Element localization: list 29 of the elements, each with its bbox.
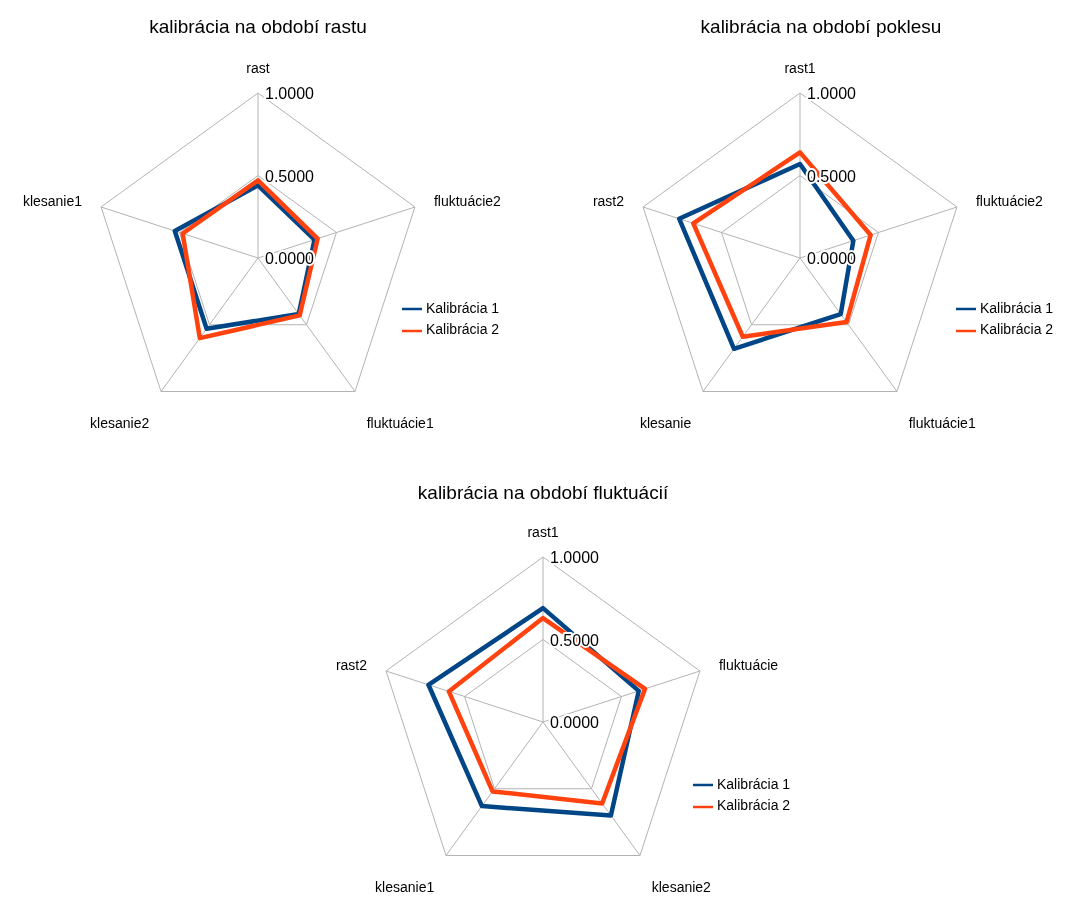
spoke-label: klesanie2 bbox=[90, 414, 150, 431]
spoke-label: fluktuácie bbox=[718, 656, 779, 673]
spoke-label: fluktuácie1 bbox=[908, 414, 976, 431]
spoke-label: klesanie1 bbox=[375, 878, 435, 895]
spoke-label: fluktuácie2 bbox=[433, 192, 502, 209]
spoke-label: rast2 bbox=[335, 656, 368, 673]
spoke-label: rast2 bbox=[592, 192, 625, 209]
legend-label: Kalibrácia 2 bbox=[717, 797, 791, 814]
spoke-label: rast1 bbox=[527, 524, 559, 540]
spoke-label: rast1 bbox=[784, 60, 816, 76]
chart-title: kalibrácia na období fluktuácií bbox=[417, 482, 669, 504]
y-tick-label: 1.0000 bbox=[265, 85, 315, 102]
y-tick-label: 0.5000 bbox=[265, 167, 315, 185]
legend-label: Kalibrácia 2 bbox=[980, 321, 1054, 338]
legend-label: Kalibrácia 1 bbox=[980, 300, 1054, 316]
spoke-label: klesanie1 bbox=[22, 192, 83, 209]
spoke-label: fluktuácie2 bbox=[975, 192, 1044, 209]
y-tick-label: 0.0000 bbox=[550, 714, 600, 731]
spoke-label: fluktuácie1 bbox=[366, 414, 434, 431]
legend-label: Kalibrácia 1 bbox=[717, 776, 791, 792]
spoke-label: klesanie bbox=[639, 414, 692, 431]
chart-title: kalibrácia na období poklesu bbox=[700, 16, 942, 38]
chart-title: kalibrácia na období rastu bbox=[149, 16, 367, 38]
legend-label: Kalibrácia 2 bbox=[426, 321, 500, 338]
legend-label: Kalibrácia 1 bbox=[426, 300, 500, 316]
y-tick-label: 1.0000 bbox=[807, 85, 857, 102]
y-tick-label: 1.0000 bbox=[550, 549, 600, 566]
spoke-label: klesanie2 bbox=[651, 878, 712, 895]
spoke-label: rast bbox=[246, 60, 270, 76]
